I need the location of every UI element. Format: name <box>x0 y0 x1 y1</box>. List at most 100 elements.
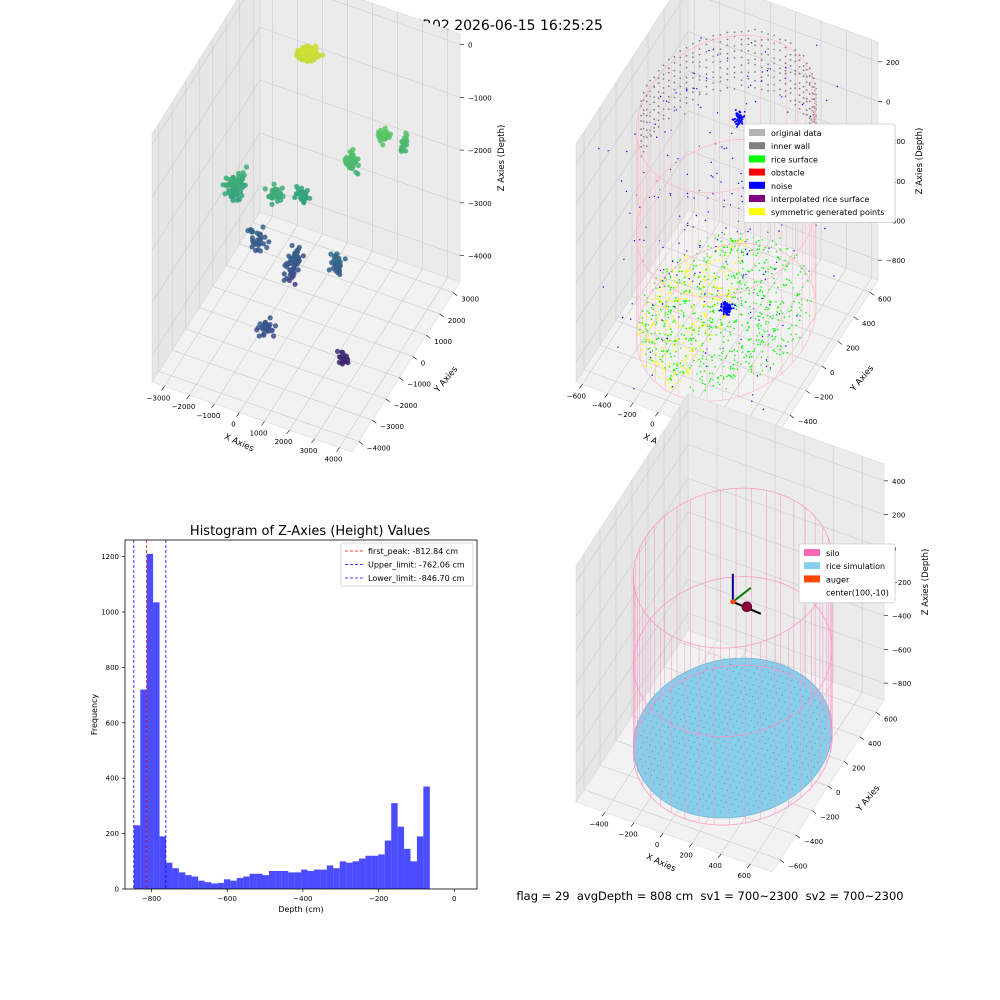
rice-mesh-point <box>758 686 760 688</box>
rice-mesh-point <box>782 682 784 684</box>
grid-line <box>575 0 684 165</box>
point-noise <box>716 239 719 241</box>
point-rice-surface <box>651 359 653 362</box>
point-inner-wall <box>808 107 811 110</box>
point-rice-surface <box>692 390 695 392</box>
rice-mesh-point <box>719 757 721 759</box>
rice-mesh-point <box>771 666 773 668</box>
rice-mesh-point <box>653 770 656 772</box>
rice-mesh-point <box>691 722 693 725</box>
point-symmetric <box>658 312 660 315</box>
rice-mesh-point <box>750 731 752 733</box>
data-point <box>274 198 281 204</box>
point-inner-wall <box>747 62 750 64</box>
rice-mesh-point <box>707 764 709 767</box>
x-tick-label: 2000 <box>275 438 293 446</box>
rice-mesh-point <box>699 743 701 746</box>
point-inner-wall <box>760 59 763 61</box>
point-rice-surface <box>711 372 714 375</box>
point-inner-wall <box>698 61 701 63</box>
rice-mesh-point <box>751 774 753 776</box>
point-rice-surface <box>713 354 715 356</box>
point-inner-wall <box>653 108 656 111</box>
point-noise <box>634 133 636 135</box>
point-rice-surface <box>774 329 776 332</box>
point-inner-wall <box>805 62 808 65</box>
rice-mesh-point <box>738 739 740 741</box>
point-rice-surface <box>736 368 739 371</box>
point-symmetric <box>718 259 721 262</box>
rice-mesh-point <box>732 725 735 727</box>
point-symmetric <box>719 287 722 290</box>
point-inner-wall <box>767 74 769 77</box>
point-rice-surface <box>755 339 758 341</box>
point-noise <box>626 150 628 153</box>
y-tick <box>869 292 875 296</box>
rice-mesh-point <box>746 682 749 684</box>
point-symmetric <box>655 294 658 297</box>
data-point <box>384 129 390 135</box>
point-rice-surface <box>650 318 653 320</box>
rice-mesh-point <box>667 738 669 740</box>
point-inner-wall <box>811 92 813 95</box>
rice-mesh-point <box>752 805 754 807</box>
rice-mesh-point <box>752 738 755 740</box>
point-rice-surface <box>741 324 743 327</box>
point-rice-surface <box>642 341 644 343</box>
point-rice-surface <box>759 343 762 346</box>
point-noise <box>725 147 728 149</box>
y-tick <box>385 398 390 403</box>
point-rice-surface <box>699 370 702 373</box>
x-tick-label: 0 <box>231 421 235 429</box>
point-rice-surface <box>709 256 711 259</box>
point-symmetric <box>658 376 661 379</box>
point-rice-surface <box>675 350 677 353</box>
point-rice-surface <box>754 317 757 320</box>
rice-mesh-point <box>736 708 738 710</box>
point-inner-wall <box>698 75 701 78</box>
rice-mesh-point <box>807 764 809 766</box>
data-point <box>264 244 270 251</box>
rice-mesh-point <box>640 735 642 737</box>
z-tick-label: 0 <box>468 42 472 50</box>
point-rice-surface <box>733 321 735 324</box>
point-inner-wall <box>685 76 688 79</box>
point-rice-surface <box>761 339 763 342</box>
rice-mesh-point <box>796 748 798 750</box>
point-symmetric <box>717 287 720 290</box>
point-noise <box>768 334 770 336</box>
point-inner-wall <box>712 71 715 73</box>
point-rice-surface <box>741 287 743 290</box>
rice-mesh-point <box>701 696 704 698</box>
point-symmetric <box>655 351 658 354</box>
y-tick-label: −200 <box>820 814 839 822</box>
histogram-bar <box>301 869 308 889</box>
point-inner-wall <box>767 83 769 86</box>
point-noise <box>737 116 740 119</box>
point-noise <box>746 75 749 77</box>
rice-mesh-point <box>775 692 778 694</box>
point-rice-surface <box>729 331 731 334</box>
rice-mesh-point <box>689 770 691 772</box>
point-inner-wall <box>698 79 701 81</box>
point-rice-surface <box>773 282 776 284</box>
rice-mesh-point <box>772 763 774 766</box>
rice-mesh-point <box>687 739 690 741</box>
point-rice-surface <box>703 275 706 278</box>
point-symmetric <box>666 307 669 310</box>
grid-line <box>239 243 440 315</box>
z-tick-label: −200 <box>892 579 911 587</box>
point-rice-surface <box>750 338 752 340</box>
point-rice-surface <box>646 301 649 304</box>
rice-mesh-point <box>807 776 809 778</box>
point-rice-surface <box>729 325 732 328</box>
point-rice-surface <box>678 337 680 340</box>
point-inner-wall <box>784 39 787 42</box>
point-noise <box>693 197 695 199</box>
rice-mesh-point <box>656 777 658 779</box>
point-noise <box>765 365 768 368</box>
point-rice-surface <box>738 342 741 345</box>
point-noise <box>661 280 663 282</box>
rice-mesh-point <box>821 732 823 735</box>
point-rice-surface <box>739 238 742 240</box>
